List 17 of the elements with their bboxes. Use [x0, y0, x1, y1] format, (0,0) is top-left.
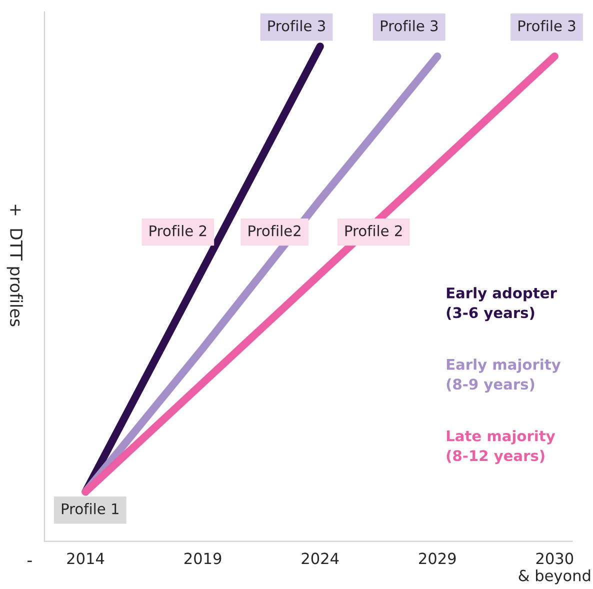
- annotation: Profile 2: [345, 225, 402, 236]
- x-tick-label: 2030 & beyond: [518, 552, 590, 584]
- annotation: Profile 1: [62, 503, 118, 514]
- text: -: [27, 560, 32, 562]
- x-tick-label: 2024: [302, 552, 339, 564]
- text: Profile 3: [268, 20, 325, 32]
- text: Profile 3: [518, 20, 576, 32]
- annotation: Profile 2: [150, 225, 206, 236]
- y-axis-title: + DTT profiles: [6, 204, 23, 326]
- text: Early adopter (3-6 years): [446, 287, 557, 322]
- text: Late majority (8-12 years): [446, 430, 556, 464]
- x-tick-label: 2019: [184, 552, 222, 564]
- x-tick-label: 2029: [419, 552, 456, 564]
- x-tick-label: 2014: [67, 552, 104, 564]
- annotation: Profile2: [248, 225, 300, 236]
- text: Early majority (8-9 years): [446, 358, 561, 393]
- text: Profile 3: [380, 20, 438, 32]
